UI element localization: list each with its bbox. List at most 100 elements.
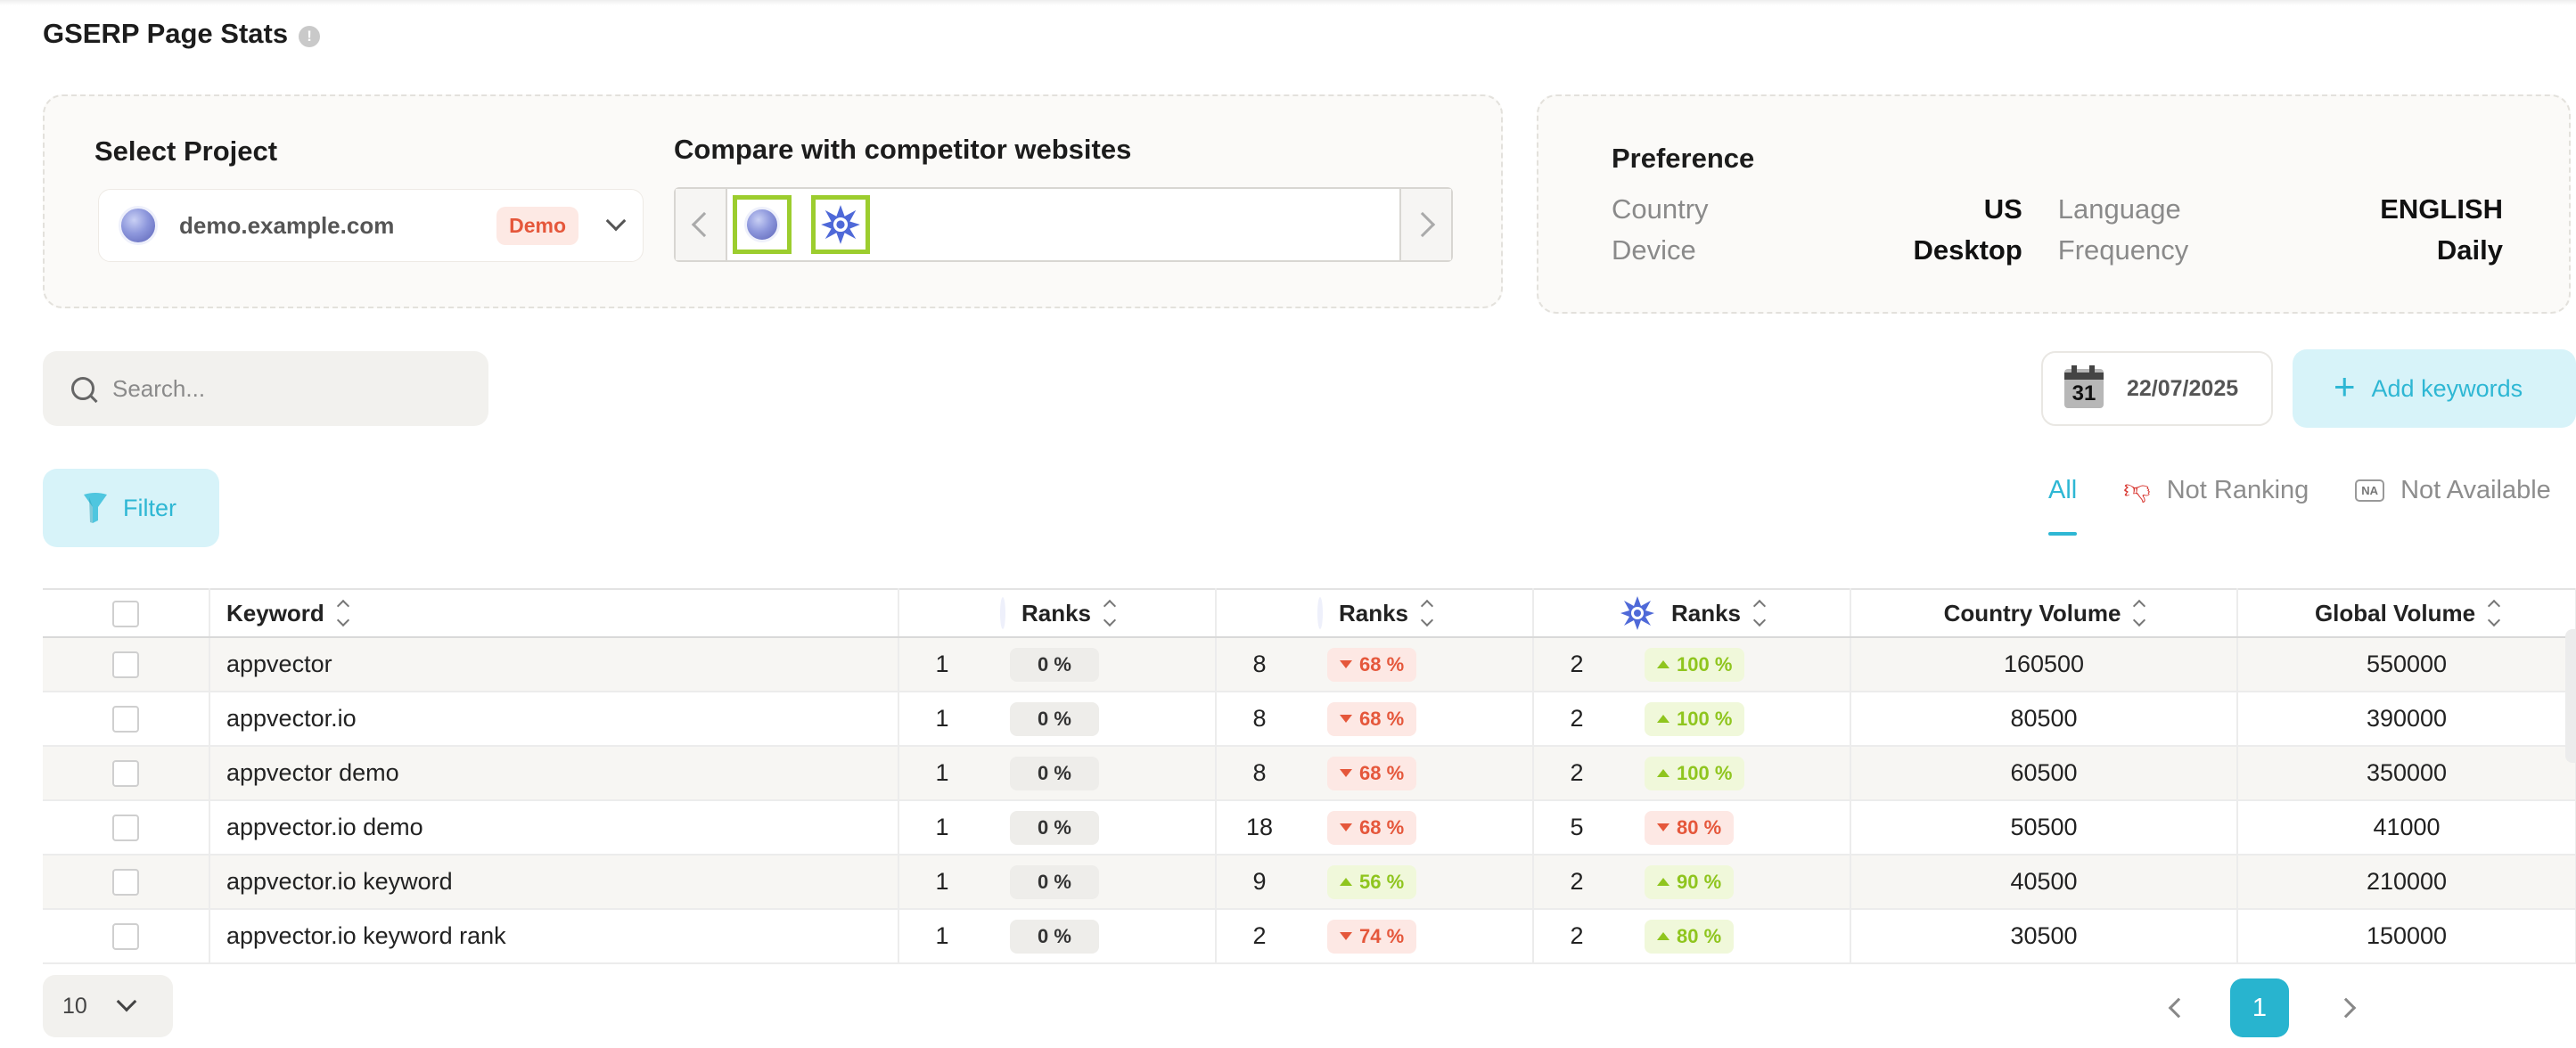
- table-row[interactable]: appvector.io 1 0 % 8 68 % 2 100 % 80500 390000: [43, 692, 2576, 747]
- next-page-button[interactable]: [2335, 997, 2357, 1019]
- table-row[interactable]: appvector 1 0 % 8 68 % 2 100 % 160500 550000: [43, 637, 2576, 692]
- calendar-icon: 31: [2064, 365, 2104, 408]
- filter-label: Filter: [123, 494, 176, 521]
- language-label: Language: [2057, 193, 2181, 225]
- triangle-up-icon: [1657, 715, 1669, 723]
- rank-header-competitor-1[interactable]: Ranks: [1216, 588, 1534, 638]
- triangle-down-icon: [1340, 823, 1352, 831]
- page-number-button[interactable]: 1: [2230, 978, 2289, 1037]
- page-title-text: GSERP Page Stats: [43, 18, 289, 49]
- rank-change-badge: 80 %: [1645, 810, 1735, 845]
- rank-cell-competitor-1: 8 68 %: [1216, 746, 1534, 801]
- competitor-prev-button[interactable]: [676, 189, 727, 260]
- add-keywords-button[interactable]: + Add keywords: [2293, 349, 2576, 428]
- row-checkbox[interactable]: [112, 923, 139, 951]
- frequency-label: Frequency: [2057, 234, 2189, 266]
- competitor-next-button[interactable]: [1399, 189, 1451, 260]
- rank-cell-competitor-1: 2 74 %: [1216, 909, 1534, 964]
- select-all-checkbox[interactable]: [112, 601, 139, 628]
- keyword-cell: appvector.io keyword: [209, 855, 899, 910]
- rank-change-badge: 0 %: [1010, 810, 1099, 845]
- row-select-cell: [43, 855, 210, 910]
- search-box[interactable]: [43, 351, 488, 426]
- globe-icon: [999, 596, 1005, 629]
- rank-value: 1: [935, 868, 949, 895]
- competitor-carousel: [674, 187, 1453, 262]
- table-row[interactable]: appvector.io demo 1 0 % 18 68 % 5 80 % 50500 410…: [43, 800, 2576, 856]
- starburst-icon: [1620, 595, 1655, 631]
- keyword-table: Keyword Ranks Ranks Ranks Country Volume: [43, 588, 2576, 964]
- info-icon[interactable]: !: [299, 26, 321, 47]
- sort-icon[interactable]: [2487, 599, 2501, 627]
- rank-cell-competitor-2: 2 100 %: [1533, 637, 1851, 692]
- rank-header-label: Ranks: [1338, 599, 1409, 626]
- sort-icon[interactable]: [2133, 599, 2146, 627]
- row-select-cell: [43, 746, 210, 801]
- tab-not-ranking[interactable]: 👎︎ Not Ranking: [2123, 474, 2309, 506]
- search-input[interactable]: [112, 374, 469, 403]
- row-checkbox[interactable]: [112, 651, 139, 679]
- sort-icon[interactable]: [1752, 599, 1767, 627]
- frequency-value: Daily: [2436, 234, 2503, 266]
- rank-header-competitor-2[interactable]: Ranks: [1533, 588, 1851, 638]
- rank-value: 18: [1245, 814, 1274, 840]
- table-row[interactable]: appvector.io keyword 1 0 % 9 56 % 2 90 % 40500 2…: [43, 855, 2576, 910]
- prev-page-button[interactable]: [2168, 997, 2189, 1019]
- device-value: Desktop: [1913, 234, 2022, 266]
- rank-value: 2: [1252, 922, 1267, 949]
- table-scrollbar[interactable]: [2565, 629, 2576, 763]
- global-volume-header[interactable]: Global Volume: [2237, 588, 2576, 638]
- rank-header-project[interactable]: Ranks: [898, 588, 1217, 638]
- rank-cell-competitor-2: 2 100 %: [1533, 746, 1851, 801]
- table-row[interactable]: appvector.io keyword rank 1 0 % 2 74 % 2 80 % 3…: [43, 909, 2576, 964]
- rank-cell-project: 1 0 %: [898, 746, 1217, 801]
- row-checkbox[interactable]: [112, 869, 139, 897]
- rank-value: 2: [1570, 868, 1584, 895]
- triangle-down-icon: [1340, 660, 1352, 668]
- sort-icon[interactable]: [336, 599, 349, 627]
- page-title: GSERP Page Stats !: [43, 18, 321, 50]
- page-size-value: 10: [62, 993, 87, 1019]
- triangle-up-icon: [1340, 878, 1352, 886]
- project-select[interactable]: demo.example.com Demo: [98, 189, 644, 262]
- tab-all[interactable]: All: [2048, 476, 2078, 536]
- global-volume-cell: 550000: [2237, 637, 2576, 692]
- keyword-cell: appvector.io: [209, 692, 899, 747]
- plus-icon: +: [2334, 365, 2356, 407]
- filter-button[interactable]: Filter: [43, 469, 219, 547]
- rank-change-badge: 80 %: [1645, 919, 1735, 954]
- starburst-icon: [820, 204, 861, 245]
- preference-row: Device Desktop Frequency Daily: [1612, 230, 2503, 271]
- rank-change-badge: 100 %: [1645, 701, 1745, 736]
- sort-icon[interactable]: [1103, 599, 1117, 627]
- triangle-down-icon: [1340, 769, 1352, 777]
- page-size-select[interactable]: 10: [43, 975, 173, 1037]
- row-checkbox[interactable]: [112, 815, 139, 842]
- row-checkbox[interactable]: [112, 706, 139, 733]
- row-checkbox[interactable]: [112, 760, 139, 788]
- global-volume-cell: 210000: [2237, 855, 2576, 910]
- add-keywords-label: Add keywords: [2371, 374, 2523, 402]
- country-label: Country: [1612, 193, 1709, 225]
- date-picker[interactable]: 31 22/07/2025: [2041, 351, 2273, 426]
- competitor-item[interactable]: [811, 195, 870, 254]
- row-select-cell: [43, 637, 210, 692]
- chevron-left-icon: [691, 211, 718, 238]
- keyword-header[interactable]: Keyword: [209, 588, 899, 638]
- competitor-item[interactable]: [733, 195, 792, 254]
- globe-icon: [1317, 596, 1323, 629]
- globe-icon: [119, 206, 158, 245]
- keyword-cell: appvector: [209, 637, 899, 692]
- rank-change-badge: 0 %: [1010, 756, 1099, 790]
- tab-not-available[interactable]: NA Not Available: [2355, 476, 2551, 505]
- rank-change-badge: 90 %: [1645, 864, 1735, 899]
- country-volume-cell: 50500: [1850, 800, 2238, 856]
- country-volume-header[interactable]: Country Volume: [1850, 588, 2238, 638]
- rank-value: 5: [1570, 814, 1584, 840]
- rank-cell-competitor-2: 5 80 %: [1533, 800, 1851, 856]
- keyword-cell: appvector.io demo: [209, 800, 899, 856]
- sort-icon[interactable]: [1420, 599, 1434, 627]
- row-select-cell: [43, 692, 210, 747]
- table-row[interactable]: appvector demo 1 0 % 8 68 % 2 100 % 60500 350000: [43, 746, 2576, 801]
- rank-value: 1: [935, 651, 949, 677]
